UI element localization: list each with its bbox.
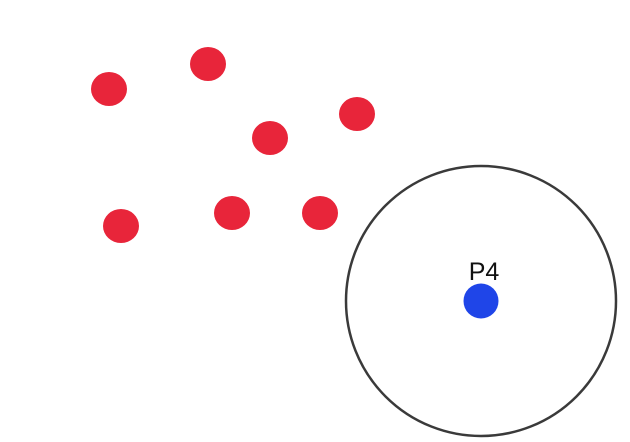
red-point-6 <box>214 196 250 230</box>
red-point-3 <box>252 121 288 155</box>
query-point-p4 <box>463 283 499 319</box>
query-point-label: P4 <box>469 258 500 286</box>
neighborhood-circle <box>344 164 618 438</box>
red-point-4 <box>339 97 375 131</box>
red-point-1 <box>91 72 127 106</box>
red-point-7 <box>302 196 338 230</box>
red-points-group <box>91 47 375 243</box>
red-point-5 <box>103 209 139 243</box>
red-point-2 <box>190 47 226 81</box>
